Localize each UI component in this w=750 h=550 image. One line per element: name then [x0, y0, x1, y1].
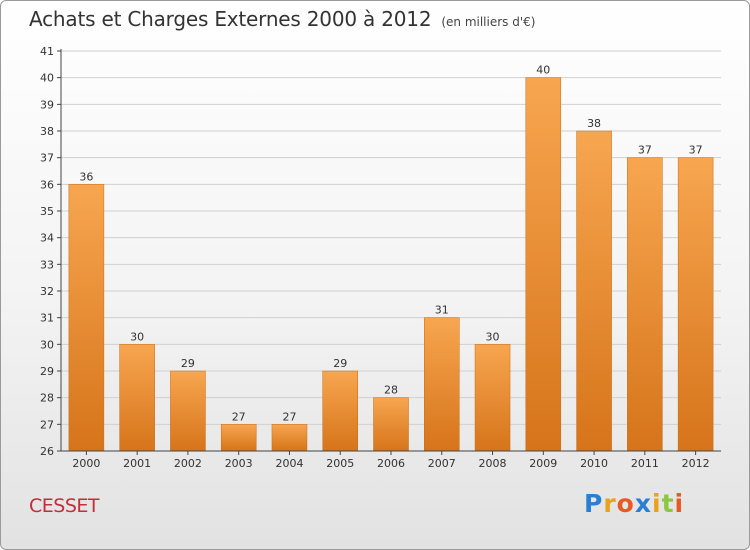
x-tick-label: 2012 — [682, 457, 710, 470]
x-tick-label: 2004 — [275, 457, 303, 470]
y-tick-label: 30 — [40, 338, 54, 351]
logo-letter: t — [661, 489, 675, 518]
bar — [373, 397, 409, 452]
y-tick-label: 38 — [40, 125, 54, 138]
data-label: 36 — [79, 170, 93, 183]
y-tick-label: 36 — [40, 178, 54, 191]
data-label: 40 — [536, 64, 550, 77]
y-tick-label: 28 — [40, 392, 54, 405]
data-label: 31 — [435, 304, 449, 317]
x-tick-label: 2011 — [631, 457, 659, 470]
bar — [424, 317, 460, 452]
logo-letter: r — [603, 489, 617, 518]
x-tick-label: 2007 — [428, 457, 456, 470]
y-tick-label: 37 — [40, 152, 54, 165]
data-label: 30 — [130, 330, 144, 343]
bar — [220, 424, 257, 452]
y-tick-label: 33 — [40, 258, 54, 271]
bar — [627, 157, 663, 452]
bar — [322, 370, 358, 452]
x-tick-label: 2005 — [326, 457, 354, 470]
bar — [68, 184, 105, 452]
y-tick-label: 39 — [40, 98, 54, 111]
labels: 26 27 28 29 30 31 32 33 34 35 36 37 38 39 40 41 36 2000 30… — [40, 45, 710, 470]
data-label: 30 — [486, 330, 500, 343]
logo-letter: x — [634, 489, 652, 518]
x-tick-label: 2002 — [174, 457, 202, 470]
x-tick-label: 2010 — [580, 457, 608, 470]
bar — [170, 370, 206, 452]
data-label: 38 — [587, 117, 601, 130]
x-tick-label: 2000 — [72, 457, 100, 470]
y-tick-label: 41 — [40, 45, 54, 58]
y-tick-label: 31 — [40, 312, 54, 325]
logo-letter: P — [584, 489, 604, 518]
title-text: Achats et Charges Externes 2000 à 2012 — [29, 7, 432, 31]
x-tick-label: 2009 — [529, 457, 557, 470]
bars — [68, 77, 714, 452]
x-tick-label: 2001 — [123, 457, 151, 470]
unit-text: (en milliers d'€) — [441, 15, 536, 29]
x-tick-label: 2006 — [377, 457, 405, 470]
data-label: 27 — [282, 410, 296, 423]
commune-name: CESSET — [29, 495, 100, 517]
logo-letter: o — [616, 489, 635, 518]
axes — [57, 49, 721, 455]
bar — [474, 344, 511, 452]
y-tick-label: 29 — [40, 365, 54, 378]
data-label: 37 — [638, 144, 652, 157]
y-tick-label: 35 — [40, 205, 54, 218]
logo-letter: i — [674, 489, 685, 518]
logo-letter: i — [652, 489, 662, 518]
data-label: 29 — [181, 357, 195, 370]
bar — [525, 77, 562, 452]
data-label: 37 — [689, 144, 703, 157]
x-tick-label: 2008 — [479, 457, 507, 470]
data-label: 29 — [333, 357, 347, 370]
bar — [677, 157, 714, 452]
y-tick-label: 32 — [40, 285, 54, 298]
bar — [119, 344, 155, 452]
x-tick-label: 2003 — [225, 457, 253, 470]
data-label: 27 — [232, 410, 246, 423]
bar — [271, 424, 308, 452]
y-tick-label: 34 — [40, 232, 54, 245]
y-tick-label: 27 — [40, 418, 54, 431]
y-tick-label: 40 — [40, 72, 54, 85]
data-label: 28 — [384, 384, 398, 397]
chart-title: Achats et Charges Externes 2000 à 2012 (e… — [29, 7, 535, 31]
proxiti-logo: Proxiti — [584, 489, 684, 518]
bar — [576, 130, 612, 452]
y-tick-label: 26 — [40, 445, 54, 458]
